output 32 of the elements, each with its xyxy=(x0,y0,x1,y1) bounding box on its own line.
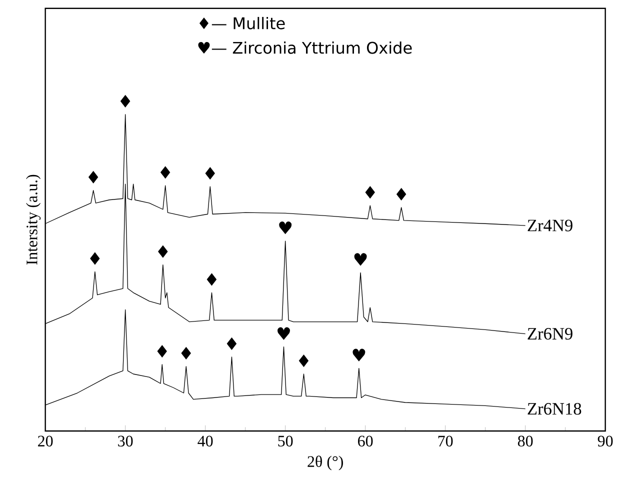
series-label: Zr4N9 xyxy=(528,220,572,232)
x-axis-title: 2θ (°) xyxy=(308,456,343,470)
annotation: ♦ xyxy=(157,344,167,358)
annotation: ♦ xyxy=(206,273,217,286)
annotation: ♦ xyxy=(120,94,130,108)
annotation: ♥ xyxy=(352,348,366,362)
annotation: ♦ xyxy=(88,170,98,184)
x-tick-label: 90 xyxy=(598,436,613,446)
annotation: ♦ xyxy=(181,346,191,360)
x-tick-label: 60 xyxy=(358,436,373,446)
text: ♥— Zirconia Yttrium Oxide xyxy=(198,41,412,54)
x-tick-label: 40 xyxy=(198,436,213,446)
annotation: ♦ xyxy=(365,186,375,199)
annotation: ♦ xyxy=(396,188,406,201)
y-axis-title: Intersity (a.u.) xyxy=(26,174,41,265)
annotation: ♦ xyxy=(298,354,309,368)
annotation: ♦ xyxy=(90,252,100,265)
x-tick-label: 30 xyxy=(118,436,133,446)
series-label: Zr6N18 xyxy=(528,402,582,415)
x-tick-label: 20 xyxy=(38,436,53,446)
x-tick-label: 70 xyxy=(438,436,453,446)
annotation: ♥ xyxy=(278,327,290,340)
annotation: ♦ xyxy=(158,245,168,258)
text: ♦— Mullite xyxy=(199,16,285,30)
annotation: ♥ xyxy=(279,221,292,234)
annotation: ♦ xyxy=(226,337,237,350)
annotation: ♦ xyxy=(205,167,215,180)
series-label: Zr6N9 xyxy=(528,328,572,340)
annotation: ♦ xyxy=(160,166,170,179)
x-tick-label: 80 xyxy=(518,436,533,446)
annotation: ♥ xyxy=(354,253,367,266)
x-tick-label: 50 xyxy=(278,436,293,446)
